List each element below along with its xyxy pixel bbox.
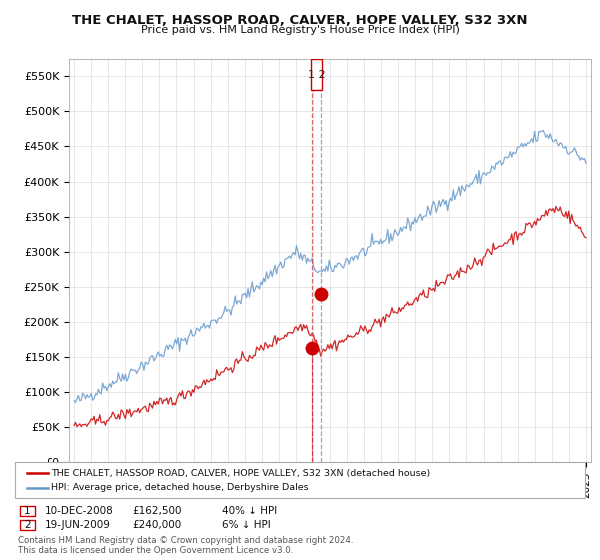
Text: 6% ↓ HPI: 6% ↓ HPI: [222, 520, 271, 530]
Text: £240,000: £240,000: [132, 520, 181, 530]
Text: Price paid vs. HM Land Registry's House Price Index (HPI): Price paid vs. HM Land Registry's House …: [140, 25, 460, 35]
Text: Contains HM Land Registry data © Crown copyright and database right 2024.
This d: Contains HM Land Registry data © Crown c…: [18, 536, 353, 555]
Text: 10-DEC-2008: 10-DEC-2008: [45, 506, 114, 516]
Text: 2: 2: [24, 520, 31, 530]
Text: 1: 1: [24, 506, 31, 516]
Bar: [311, 59, 322, 90]
Text: £162,500: £162,500: [132, 506, 182, 516]
Text: THE CHALET, HASSOP ROAD, CALVER, HOPE VALLEY, S32 3XN: THE CHALET, HASSOP ROAD, CALVER, HOPE VA…: [72, 14, 528, 27]
Text: HPI: Average price, detached house, Derbyshire Dales: HPI: Average price, detached house, Derb…: [51, 483, 308, 492]
Text: 1 2: 1 2: [308, 69, 325, 80]
Text: THE CHALET, HASSOP ROAD, CALVER, HOPE VALLEY, S32 3XN (detached house): THE CHALET, HASSOP ROAD, CALVER, HOPE VA…: [51, 469, 430, 478]
Text: 19-JUN-2009: 19-JUN-2009: [45, 520, 111, 530]
Text: 40% ↓ HPI: 40% ↓ HPI: [222, 506, 277, 516]
